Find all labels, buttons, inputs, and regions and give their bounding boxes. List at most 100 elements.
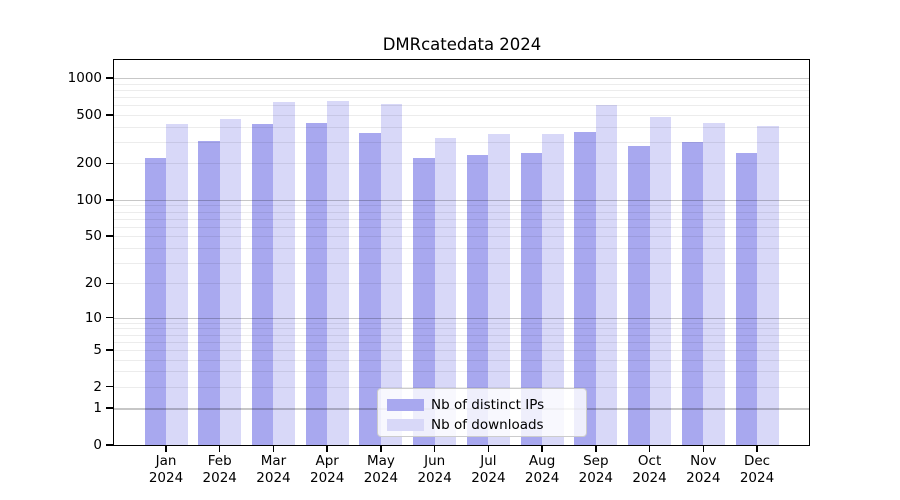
gridline-minor [114,322,810,324]
x-tick-label: Oct 2024 [632,453,667,486]
bar-downloads [380,104,403,445]
legend-item-downloads: Nb of downloads [378,415,586,435]
bar-downloads [649,116,672,445]
x-tick-label: Nov 2024 [686,453,721,486]
y-tick-label: 10 [84,309,102,326]
gridline-minor [114,226,810,228]
y-tick-mark [106,444,114,446]
bar-downloads [542,134,564,445]
bar-distinct-ips [574,132,596,445]
gridline-minor [114,83,810,85]
y-tick-mark [106,235,114,237]
x-tick-label: Feb 2024 [202,453,237,486]
x-tick-mark [165,446,167,452]
y-tick-mark [106,316,114,319]
bar-distinct-ips [198,140,220,445]
legend-label-distinct-ips: Nb of distinct IPs [431,397,545,413]
gridline-minor [114,105,810,107]
y-tick-mark [106,385,114,388]
y-tick-mark [106,199,114,201]
y-tick-label: 2 [93,378,102,395]
gridline-minor [114,126,810,128]
x-tick-mark [756,446,758,452]
x-tick-label: Jul 2024 [471,453,506,486]
gridline-minor [114,341,810,343]
x-tick-label: Mar 2024 [256,453,291,486]
gridline-minor [114,359,810,361]
y-tick-mark [106,162,114,165]
gridline-minor [114,218,810,220]
gridline-minor [114,262,810,264]
y-tick-label: 50 [84,228,102,245]
gridline-minor [114,247,810,249]
gridline-minor [114,386,810,388]
bar-distinct-ips [144,158,166,445]
legend-item-distinct-ips: Nb of distinct IPs [378,395,586,415]
bar-distinct-ips [681,141,704,445]
bar-distinct-ips [413,158,435,445]
bar-downloads [703,122,725,445]
bar-downloads [595,105,618,445]
gridline-minor [114,114,810,116]
bar-distinct-ips [359,132,381,445]
gridline-minor [114,96,810,98]
gridline-minor [114,328,810,330]
y-tick-label: 0 [93,437,102,453]
y-tick-label: 200 [76,155,102,172]
y-tick-mark [106,77,114,79]
bar-downloads [273,101,295,445]
bar-downloads [166,124,188,445]
bar-downloads [219,118,242,445]
bar-downloads [434,138,457,445]
legend: Nb of distinct IPs Nb of downloads [377,388,587,437]
bar-distinct-ips [305,123,328,445]
bar-downloads [488,133,510,445]
y-tick-mark [106,282,114,285]
plot-area: Nb of distinct IPs Nb of downloads [114,60,810,445]
x-tick-label: May 2024 [363,453,399,486]
x-tick-mark [218,446,221,452]
gridline-minor [114,163,810,165]
y-tick-label: 500 [76,106,102,123]
bar-downloads [327,100,349,445]
bar-distinct-ips [251,124,274,445]
legend-label-downloads: Nb of downloads [431,417,544,433]
x-tick-mark [595,446,597,452]
gridline-minor [114,205,810,207]
y-tick-mark [106,349,114,351]
bar-distinct-ips [628,146,650,445]
x-tick-label: Aug 2024 [524,453,560,486]
gridline-minor [114,371,810,373]
gridline-minor [114,236,810,238]
x-tick-mark [702,446,705,452]
legend-swatch-distinct-ips [387,399,424,411]
x-tick-mark [326,446,328,452]
gridline-minor [114,349,810,351]
legend-swatch-downloads [387,419,424,431]
x-tick-label: Jun 2024 [417,453,452,486]
gridline-major [114,78,810,80]
x-tick-mark [487,446,490,452]
gridline-minor [114,89,810,91]
x-tick-mark [648,446,651,452]
gridline-minor [114,334,810,336]
bars-layer [114,60,810,445]
y-tick-label: 1 [93,400,102,417]
gridline-major [114,199,810,202]
x-tick-label: Dec 2024 [739,453,775,486]
bar-downloads [757,125,779,445]
x-tick-mark [380,446,382,452]
gridline-minor [114,141,810,143]
bar-distinct-ips [466,154,489,445]
x-tick-label: Jan 2024 [148,453,184,486]
gridline-minor [114,211,810,213]
y-tick-label: 1000 [67,70,102,87]
x-tick-label: Apr 2024 [310,453,345,486]
x-tick-mark [541,446,543,452]
bar-distinct-ips [520,152,543,445]
gridline-minor [114,283,810,285]
chart-title: DMRcatedata 2024 [382,35,542,54]
bar-distinct-ips [735,152,758,445]
y-tick-label: 100 [76,191,102,208]
